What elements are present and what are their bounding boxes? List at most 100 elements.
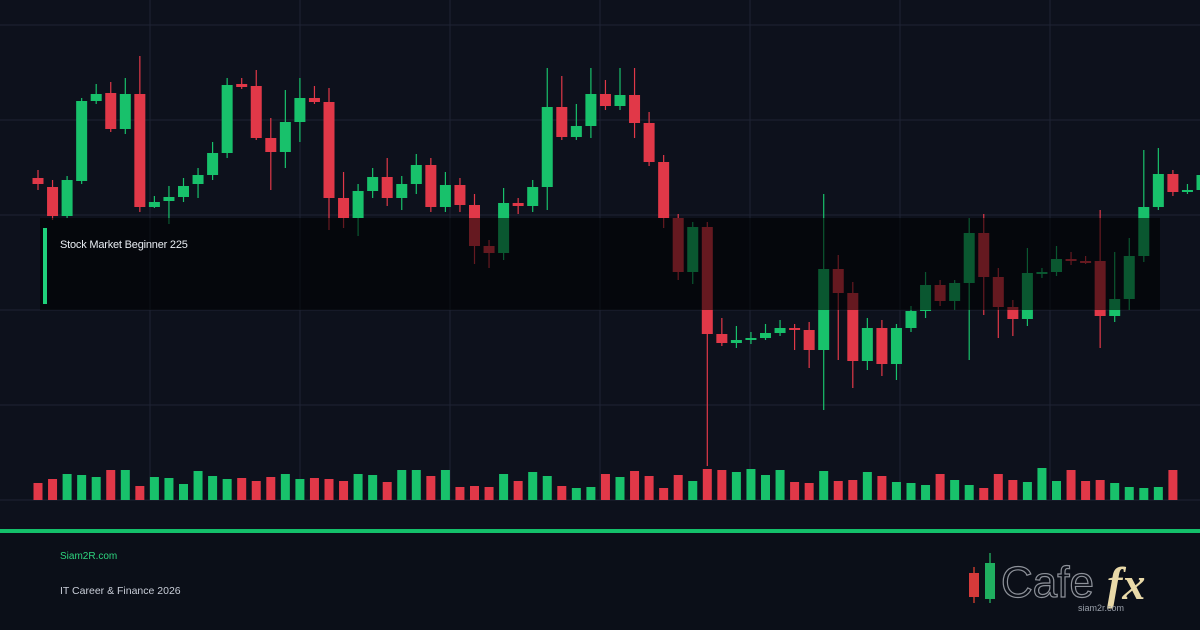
tagline: IT Career & Finance 2026 bbox=[60, 585, 181, 597]
volume-bar bbox=[368, 475, 378, 500]
volume-bar bbox=[702, 469, 712, 500]
volume-bar bbox=[470, 486, 479, 500]
volume-bar bbox=[149, 477, 159, 500]
volume-bar bbox=[790, 482, 800, 500]
footer: Siam2R.com IT Career & Finance 2026 Cafe… bbox=[0, 533, 1200, 630]
volume-bar bbox=[615, 477, 625, 500]
volume-bar bbox=[280, 474, 290, 500]
volume-bar bbox=[237, 478, 247, 500]
candle-body bbox=[599, 94, 611, 106]
candle-body bbox=[76, 101, 88, 181]
candle-body bbox=[410, 165, 422, 184]
candle-body bbox=[294, 98, 306, 122]
volume-bar bbox=[1095, 480, 1105, 500]
candle-body bbox=[803, 330, 815, 350]
volume-bar bbox=[295, 479, 305, 500]
volume-bar bbox=[266, 477, 276, 500]
volume-bar bbox=[964, 485, 974, 500]
volume-bar bbox=[993, 474, 1003, 500]
volume-bar bbox=[819, 471, 829, 500]
volume-bar bbox=[979, 488, 989, 500]
volume-bar bbox=[848, 480, 858, 500]
candle-body bbox=[367, 177, 379, 191]
candle-body bbox=[265, 138, 277, 152]
volume-series bbox=[33, 468, 1178, 500]
volume-bar bbox=[106, 470, 116, 500]
candle-body bbox=[643, 123, 655, 162]
candle-body bbox=[585, 94, 597, 126]
candle-body bbox=[1007, 307, 1019, 319]
volume-bar bbox=[1081, 481, 1091, 500]
volume-bar bbox=[382, 482, 392, 500]
candle-body bbox=[163, 197, 175, 201]
candle-body bbox=[134, 94, 146, 207]
volume-bar bbox=[1008, 480, 1018, 500]
volume-bar bbox=[1168, 470, 1178, 500]
candle-body bbox=[716, 334, 728, 343]
candle-body bbox=[861, 328, 873, 361]
volume-bar bbox=[324, 479, 334, 500]
volume-bar bbox=[1124, 487, 1134, 500]
candle-body bbox=[119, 94, 131, 129]
volume-bar bbox=[644, 476, 654, 500]
candle-body bbox=[774, 328, 786, 333]
volume-bar bbox=[586, 487, 596, 500]
logo-text: Cafe bbox=[1001, 558, 1094, 607]
candle-body bbox=[221, 85, 233, 153]
footer-divider bbox=[0, 529, 1200, 533]
volume-bar bbox=[746, 469, 756, 500]
volume-bar bbox=[513, 481, 523, 500]
volume-bar bbox=[659, 488, 669, 500]
title-overlay: Stock Market Beginner 225 bbox=[40, 218, 1160, 310]
candle-body bbox=[1152, 174, 1164, 207]
volume-bar bbox=[673, 475, 683, 500]
volume-bar bbox=[557, 486, 567, 500]
candle-body bbox=[425, 165, 437, 207]
candle-logo-icon: Cafe fx bbox=[969, 553, 1145, 609]
volume-bar bbox=[440, 470, 450, 500]
volume-bar bbox=[91, 477, 101, 500]
title-accent-bar bbox=[43, 228, 47, 304]
candle-body bbox=[47, 187, 59, 216]
candle-body bbox=[847, 293, 859, 361]
volume-bar bbox=[426, 476, 436, 500]
candle-body bbox=[745, 338, 757, 340]
candle-body bbox=[352, 191, 364, 218]
candle-body bbox=[192, 175, 204, 184]
volume-bar bbox=[877, 476, 887, 500]
candle-body bbox=[236, 84, 248, 87]
candle-body bbox=[1196, 175, 1200, 190]
volume-bar bbox=[921, 485, 931, 500]
candle-body bbox=[629, 95, 641, 123]
volume-bar bbox=[906, 483, 916, 500]
candle-body bbox=[1167, 174, 1179, 192]
volume-bar bbox=[775, 470, 785, 500]
volume-bar bbox=[1037, 468, 1047, 500]
volume-bar bbox=[717, 470, 727, 500]
candle-body bbox=[527, 187, 539, 206]
volume-bar bbox=[411, 470, 421, 500]
candle-body bbox=[308, 98, 320, 102]
volume-bar bbox=[484, 487, 494, 500]
volume-bar bbox=[950, 480, 960, 500]
candle-body bbox=[381, 177, 393, 198]
volume-bar bbox=[891, 482, 901, 500]
candle-body bbox=[905, 311, 917, 328]
volume-bar bbox=[251, 481, 261, 500]
candle-body bbox=[207, 153, 219, 175]
logo-subtitle: siam2r.com bbox=[1078, 603, 1125, 613]
volume-bar bbox=[935, 474, 945, 500]
volume-bar bbox=[135, 486, 145, 500]
volume-bar bbox=[600, 474, 610, 500]
volume-bar bbox=[862, 472, 872, 500]
volume-bar bbox=[761, 475, 770, 500]
volume-bar bbox=[120, 470, 130, 500]
volume-bar bbox=[339, 481, 349, 500]
volume-bar bbox=[499, 474, 509, 500]
candle-body bbox=[32, 178, 44, 184]
site-name[interactable]: Siam2R.com bbox=[60, 551, 118, 562]
candle-body bbox=[396, 184, 408, 198]
volume-bar bbox=[397, 470, 407, 500]
volume-bar bbox=[1110, 483, 1120, 500]
volume-bar bbox=[630, 471, 640, 500]
